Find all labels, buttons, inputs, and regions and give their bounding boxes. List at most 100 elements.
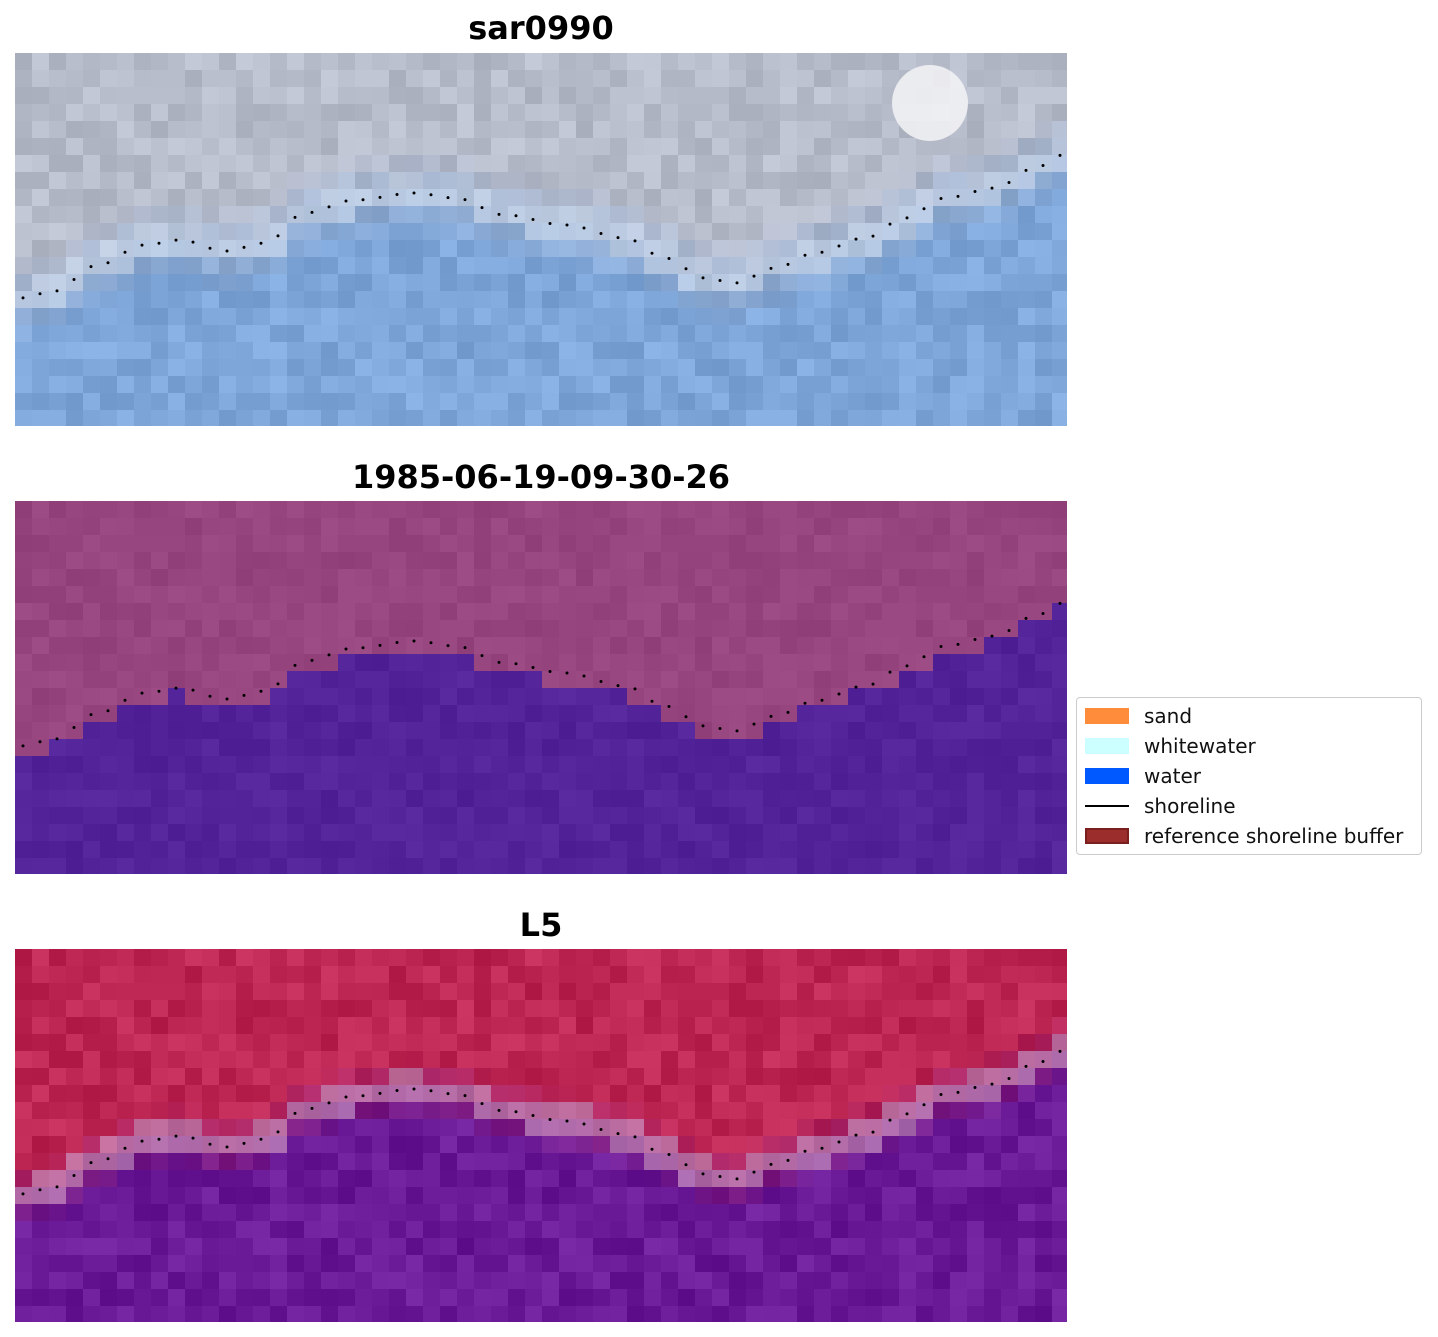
image-pixel	[372, 291, 389, 308]
image-pixel	[270, 155, 287, 172]
image-pixel	[729, 1136, 746, 1153]
image-pixel	[100, 637, 117, 654]
image-pixel	[1001, 1102, 1018, 1119]
shoreline-point	[718, 1175, 722, 1178]
image-pixel	[916, 1272, 933, 1289]
image-pixel	[236, 155, 253, 172]
image-pixel	[168, 1017, 185, 1034]
image-pixel	[134, 172, 151, 189]
image-pixel	[49, 518, 66, 535]
image-pixel	[610, 155, 627, 172]
image-pixel	[338, 983, 355, 1000]
image-pixel	[440, 1119, 457, 1136]
image-pixel	[1001, 535, 1018, 552]
image-pixel	[967, 790, 984, 807]
image-pixel	[440, 966, 457, 983]
image-pixel	[797, 206, 814, 223]
image-pixel	[440, 138, 457, 155]
image-pixel	[831, 257, 848, 274]
image-pixel	[933, 1153, 950, 1170]
image-pixel	[508, 1153, 525, 1170]
image-pixel	[474, 824, 491, 841]
image-pixel	[508, 1000, 525, 1017]
image-pixel	[899, 1017, 916, 1034]
image-pixel	[185, 739, 202, 756]
image-pixel	[355, 824, 372, 841]
image-pixel	[406, 1051, 423, 1068]
image-pixel	[457, 1306, 474, 1322]
image-pixel	[695, 949, 712, 966]
image-pixel	[593, 1051, 610, 1068]
image-pixel	[831, 722, 848, 739]
image-pixel	[661, 841, 678, 858]
image-pixel	[831, 359, 848, 376]
image-pixel	[967, 240, 984, 257]
image-pixel	[32, 756, 49, 773]
image-pixel	[848, 206, 865, 223]
image-pixel	[83, 138, 100, 155]
image-pixel	[151, 586, 168, 603]
image-pixel	[15, 654, 32, 671]
shoreline-point	[854, 1133, 858, 1137]
image-pixel	[593, 1238, 610, 1255]
image-pixel	[253, 654, 270, 671]
image-pixel	[474, 603, 491, 620]
image-pixel	[321, 688, 338, 705]
image-pixel	[457, 983, 474, 1000]
shoreline-point	[531, 1113, 535, 1117]
image-pixel	[1001, 155, 1018, 172]
image-pixel	[610, 983, 627, 1000]
image-pixel	[474, 756, 491, 773]
image-pixel	[950, 257, 967, 274]
image-pixel	[474, 1272, 491, 1289]
image-pixel	[83, 274, 100, 291]
image-pixel	[508, 121, 525, 138]
image-pixel	[168, 1170, 185, 1187]
image-pixel	[338, 291, 355, 308]
image-pixel	[865, 966, 882, 983]
image-pixel	[372, 1204, 389, 1221]
image-pixel	[1035, 654, 1052, 671]
image-pixel	[49, 1102, 66, 1119]
image-pixel	[916, 518, 933, 535]
image-pixel	[253, 518, 270, 535]
image-pixel	[1018, 671, 1035, 688]
image-pixel	[83, 841, 100, 858]
image-pixel	[491, 790, 508, 807]
image-pixel	[559, 291, 576, 308]
image-pixel	[321, 53, 338, 70]
image-pixel	[168, 807, 185, 824]
image-pixel	[661, 70, 678, 87]
image-pixel	[984, 858, 1001, 874]
image-pixel	[712, 53, 729, 70]
image-pixel	[848, 983, 865, 1000]
image-pixel	[202, 552, 219, 569]
image-pixel	[270, 949, 287, 966]
image-pixel	[627, 87, 644, 104]
image-pixel	[457, 1221, 474, 1238]
image-pixel	[321, 410, 338, 426]
image-pixel	[168, 223, 185, 240]
image-pixel	[83, 1119, 100, 1136]
image-pixel	[457, 308, 474, 325]
image-pixel	[559, 1238, 576, 1255]
image-pixel	[661, 138, 678, 155]
image-pixel	[66, 807, 83, 824]
image-pixel	[372, 359, 389, 376]
image-pixel	[559, 949, 576, 966]
image-pixel	[882, 949, 899, 966]
image-pixel	[678, 552, 695, 569]
image-pixel	[100, 138, 117, 155]
image-pixel	[678, 637, 695, 654]
image-pixel	[712, 410, 729, 426]
image-pixel	[372, 824, 389, 841]
image-pixel	[576, 1255, 593, 1272]
image-pixel	[678, 53, 695, 70]
image-pixel	[474, 1034, 491, 1051]
image-pixel	[270, 87, 287, 104]
image-pixel	[202, 155, 219, 172]
image-pixel	[1035, 172, 1052, 189]
image-pixel	[202, 773, 219, 790]
image-pixel	[406, 155, 423, 172]
image-pixel	[117, 518, 134, 535]
